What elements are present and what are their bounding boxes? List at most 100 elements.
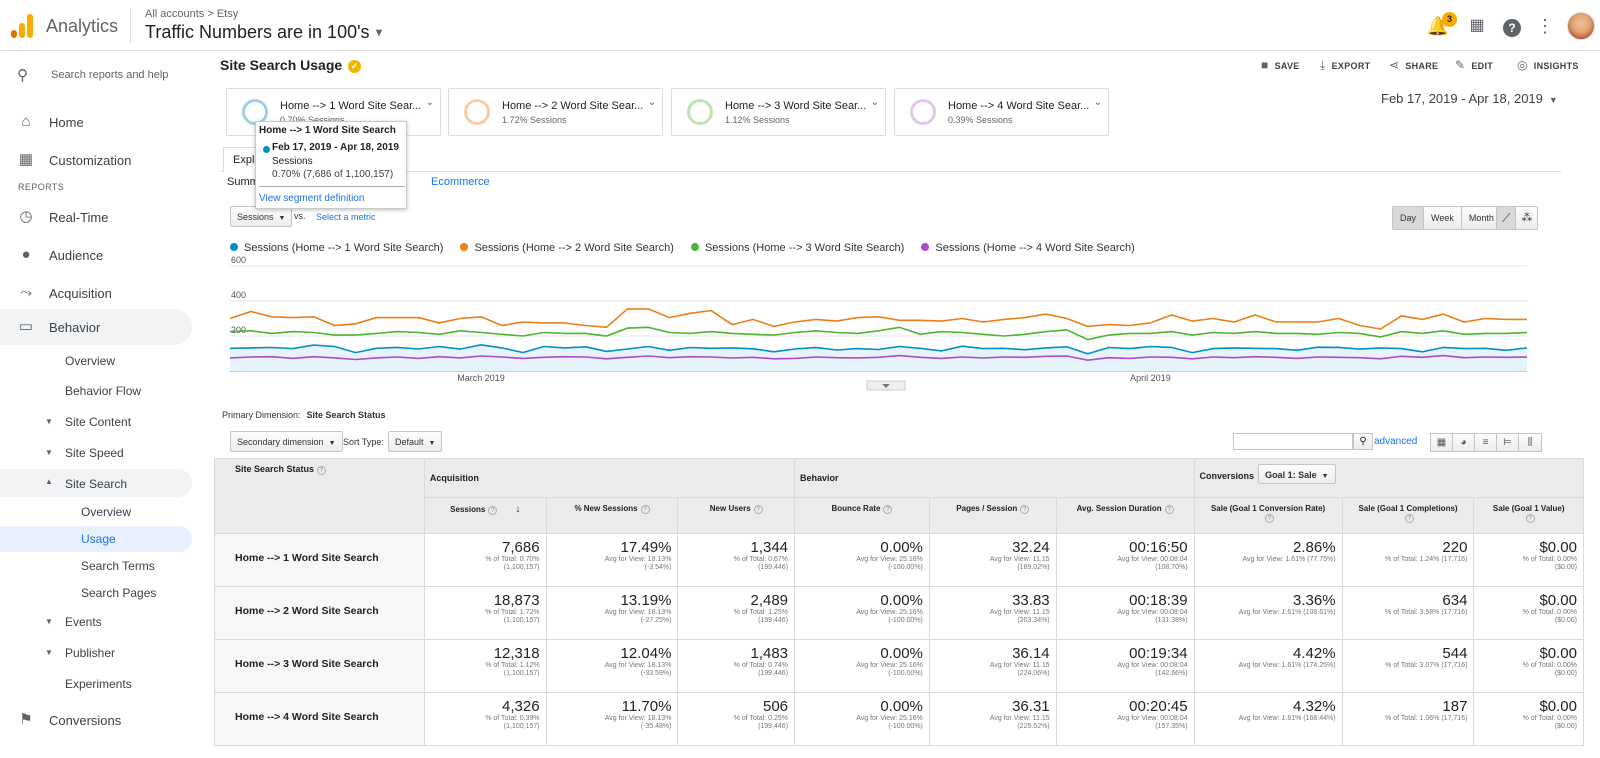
sidebar-site-content[interactable]: ▼ Site Content (0, 409, 192, 435)
primary-dimension-value[interactable]: Site Search Status (306, 410, 386, 420)
cell-subtext: Avg for View: 25.16% (856, 556, 923, 563)
segment-card[interactable]: Home --> 4 Word Site Sear... 0.39% Sessio… (894, 88, 1109, 136)
row-label[interactable]: Home --> 4 Word Site Search (214, 692, 425, 746)
select-metric-link[interactable]: Select a metric (316, 212, 376, 222)
edit-button[interactable]: ✎ EDIT (1455, 58, 1493, 72)
help-icon[interactable]: ? (1164, 505, 1174, 514)
table-search-input[interactable] (1233, 433, 1353, 450)
sessions-line-chart[interactable]: 600 400 200 March 2019 April 2019 (217, 256, 1557, 396)
chevron-down-icon[interactable]: ⌄ (1093, 97, 1102, 108)
help-icon[interactable]: ? (488, 506, 498, 515)
granularity-toggle: Day Week Month (1392, 206, 1502, 230)
week-button[interactable]: Week (1424, 207, 1462, 229)
sidebar-search-pages[interactable]: Search Pages (0, 580, 192, 606)
subtab-ecommerce[interactable]: Ecommerce (431, 176, 490, 188)
motion-chart-icon[interactable]: ⁂ (1521, 212, 1533, 224)
cell-subtext: (203.34%) (1017, 617, 1050, 624)
dim-header[interactable]: Site Search Status? (214, 458, 425, 534)
chevron-down-icon[interactable]: ⌄ (870, 97, 879, 108)
col-new-users[interactable]: New Users? (677, 497, 796, 534)
sidebar-site-search-overview[interactable]: Overview (0, 499, 192, 525)
row-label[interactable]: Home --> 3 Word Site Search (214, 639, 425, 693)
sidebar-site-search[interactable]: ▲ Site Search (0, 469, 192, 497)
sidebar-site-search-usage[interactable]: Usage (0, 526, 192, 552)
analytics-logo[interactable] (11, 14, 33, 38)
property-selector[interactable]: Traffic Numbers are in 100's ▼ (145, 22, 384, 43)
insights-button[interactable]: ◎ INSIGHTS (1517, 58, 1579, 72)
comparison-icon[interactable]: ⊨ (1497, 434, 1519, 451)
sidebar-site-speed[interactable]: ▼ Site Speed (0, 440, 192, 466)
sidebar-search-terms[interactable]: Search Terms (0, 553, 192, 579)
help-icon[interactable]: ? (1405, 514, 1414, 523)
col-bounce-rate[interactable]: Bounce Rate? (794, 497, 930, 534)
help-icon[interactable]: ? (1525, 514, 1535, 523)
col-new-sessions[interactable]: % New Sessions? (545, 497, 679, 534)
pie-chart-icon[interactable]: ◕ (1453, 434, 1475, 451)
save-button[interactable]: ■ SAVE (1261, 58, 1300, 72)
sidebar-item-behavior[interactable]: ▭ Behavior (0, 309, 192, 345)
col-goal-conv-rate[interactable]: Sale (Goal 1 Conversion Rate)? (1193, 497, 1343, 534)
help-icon[interactable]: ? (640, 505, 650, 514)
sidebar-item-acquisition[interactable]: ⤳ Acquisition (0, 275, 192, 311)
subtab-summary[interactable]: Summ (227, 176, 259, 188)
help-icon[interactable]: ? (753, 505, 763, 514)
chevron-down-icon[interactable]: ⌄ (647, 97, 656, 108)
day-button[interactable]: Day (1393, 207, 1425, 229)
sidebar-behavior-overview[interactable]: Overview (0, 348, 192, 374)
data-table-icon[interactable]: ▦ (1431, 434, 1453, 451)
col-pages-session[interactable]: Pages / Session? (928, 497, 1057, 534)
sidebar-search[interactable]: ⚲ Search reports and help (0, 51, 203, 101)
search-icon[interactable]: ⚲ (1353, 433, 1373, 450)
col-label: Bounce Rate (831, 504, 881, 513)
view-segment-definition-link[interactable]: View segment definition (259, 193, 365, 204)
col-goal-completions[interactable]: Sale (Goal 1 Completions)? (1341, 497, 1475, 534)
export-button[interactable]: ⤓ EXPORT (1320, 58, 1370, 73)
series-line-2[interactable] (229, 308, 1527, 330)
series-line-3[interactable] (229, 326, 1528, 341)
save-label: SAVE (1274, 61, 1300, 71)
sidebar-item-label: Publisher (65, 646, 116, 660)
sidebar-experiments[interactable]: Experiments (0, 671, 192, 697)
line-chart-icon[interactable]: ⟋ (1497, 207, 1517, 229)
legend-label: Sessions (Home --> 3 Word Site Search) (704, 242, 905, 254)
series-line-1[interactable] (229, 343, 1528, 355)
cell-subtext: (199,446) (758, 564, 789, 571)
sort-type-dropdown[interactable]: Default ▼ (388, 431, 443, 452)
help-icon[interactable]: ? (1500, 14, 1524, 38)
sidebar-events[interactable]: ▼ Events (0, 609, 192, 635)
goal-dropdown[interactable]: Goal 1: Sale ▼ (1258, 464, 1336, 484)
chevron-down-icon[interactable]: ⌄ (425, 97, 434, 108)
secondary-dimension-dropdown[interactable]: Secondary dimension ▼ (230, 431, 343, 452)
advanced-filter-link[interactable]: advanced (1374, 436, 1418, 447)
sidebar-item-customization[interactable]: ▦ Customization (0, 142, 192, 178)
pivot-icon[interactable]: ⫼ (1519, 434, 1541, 451)
more-vert-icon[interactable]: ⋮ (1536, 16, 1554, 36)
apps-grid-icon[interactable]: ▦ (1469, 17, 1485, 34)
col-goal-value[interactable]: Sale (Goal 1 Value)? (1473, 497, 1584, 534)
sidebar-item-realtime[interactable]: ◷ Real-Time (0, 199, 192, 235)
segment-card[interactable]: Home --> 3 Word Site Sear... 1.12% Sessio… (671, 88, 886, 136)
series-line-4[interactable] (229, 354, 1528, 362)
avatar[interactable] (1567, 12, 1595, 40)
help-icon[interactable]: ? (883, 505, 893, 514)
help-icon[interactable]: ? (1265, 514, 1275, 523)
help-icon[interactable]: ? (1020, 505, 1030, 514)
sidebar-behavior-flow[interactable]: Behavior Flow (0, 378, 192, 404)
sidebar-publisher[interactable]: ▼ Publisher (0, 640, 192, 666)
share-button[interactable]: ⋖ SHARE (1389, 58, 1438, 72)
row-label[interactable]: Home --> 2 Word Site Search (214, 586, 425, 640)
col-avg-duration[interactable]: Avg. Session Duration? (1055, 497, 1195, 534)
date-range-picker[interactable]: Feb 17, 2019 - Apr 18, 2019 ▼ (1381, 91, 1558, 106)
performance-icon[interactable]: ≡ (1475, 434, 1497, 451)
primary-dimension: Primary Dimension: Site Search Status (222, 410, 386, 420)
row-label[interactable]: Home --> 1 Word Site Search (214, 533, 425, 587)
sidebar-item-home[interactable]: ⌂ Home (0, 104, 192, 140)
sidebar-item-audience[interactable]: ● Audience (0, 237, 192, 273)
sidebar-item-conversions[interactable]: ⚑ Conversions (0, 702, 192, 738)
segment-card[interactable]: Home --> 2 Word Site Sear... 1.72% Sessio… (448, 88, 663, 136)
help-icon[interactable]: ? (317, 466, 327, 475)
breadcrumb[interactable]: All accounts > Etsy (145, 8, 239, 20)
metric-dropdown[interactable]: Sessions ▼ (230, 206, 293, 227)
col-sessions[interactable]: Sessions? ↓ (423, 497, 547, 534)
month-button[interactable]: Month (1468, 213, 1494, 223)
